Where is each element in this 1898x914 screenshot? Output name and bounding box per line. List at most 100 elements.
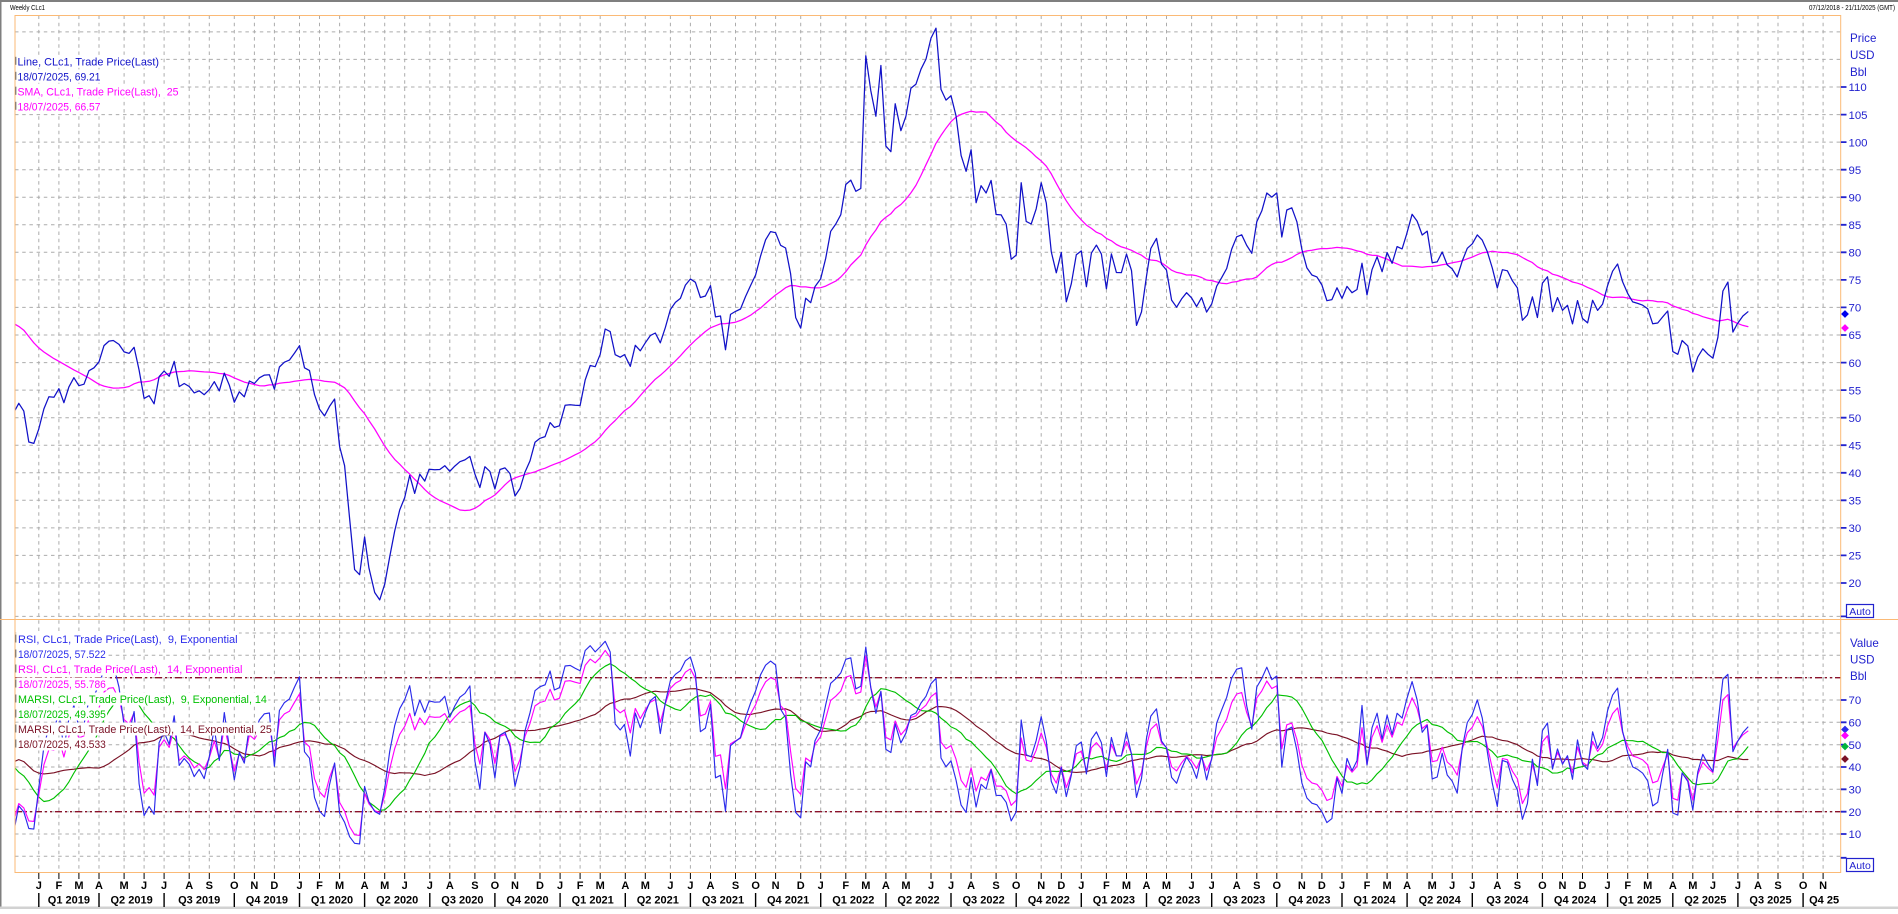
svg-text:18/07/2025, 69.21: 18/07/2025, 69.21 [18,72,101,84]
svg-text:Q3 2020: Q3 2020 [441,895,483,907]
svg-text:Q3 2025: Q3 2025 [1749,895,1791,907]
svg-text:Q1 2025: Q1 2025 [1619,895,1661,907]
svg-text:A: A [1233,880,1241,892]
svg-text:D: D [1057,880,1065,892]
svg-text:USD: USD [1850,654,1874,667]
svg-text:M: M [1383,880,1392,892]
svg-text:105: 105 [1849,110,1868,122]
svg-text:S: S [1253,880,1260,892]
svg-text:55: 55 [1849,385,1862,397]
svg-text:S: S [992,880,999,892]
svg-text:S: S [471,880,478,892]
svg-text:Line, CLc1, Trade Price(Last): Line, CLc1, Trade Price(Last) [18,57,160,69]
svg-text:A: A [1754,880,1762,892]
svg-text:J: J [141,880,147,892]
svg-text:Q4 2019: Q4 2019 [246,895,288,907]
svg-text:110: 110 [1849,82,1867,94]
svg-text:J: J [687,880,693,892]
svg-text:60: 60 [1849,358,1862,370]
svg-text:N: N [1037,880,1045,892]
svg-text:J: J [1469,880,1475,892]
svg-text:Q3 2024: Q3 2024 [1486,895,1529,907]
svg-text:Q2 2019: Q2 2019 [110,895,152,907]
svg-text:O: O [1538,880,1547,892]
svg-text:A: A [1403,880,1411,892]
svg-text:RSI, CLc1, Trade Price(Last),: RSI, CLc1, Trade Price(Last), 14, Expone… [18,664,243,676]
svg-text:J: J [557,880,563,892]
svg-text:40: 40 [1849,762,1862,774]
svg-text:M: M [120,880,129,892]
svg-text:Q4 2020: Q4 2020 [506,895,548,907]
svg-text:Q3 2019: Q3 2019 [178,895,220,907]
svg-text:70: 70 [1849,303,1862,315]
svg-text:Q2 2021: Q2 2021 [637,895,679,907]
svg-text:M: M [1643,880,1652,892]
svg-text:A: A [185,880,193,892]
svg-text:Q4 2022: Q4 2022 [1028,895,1070,907]
svg-text:N: N [1559,880,1567,892]
svg-text:Auto: Auto [1849,606,1871,618]
svg-text:Q3 2023: Q3 2023 [1223,895,1265,907]
svg-text:J: J [1339,880,1345,892]
svg-text:N: N [250,880,258,892]
svg-text:J: J [1189,880,1195,892]
svg-text:18/07/2025, 57.522: 18/07/2025, 57.522 [18,649,106,661]
svg-text:O: O [1273,880,1282,892]
svg-text:Q4 2024: Q4 2024 [1554,895,1597,907]
svg-text:75: 75 [1849,275,1862,287]
svg-text:N: N [772,880,780,892]
svg-text:N: N [511,880,519,892]
svg-text:M: M [901,880,910,892]
svg-text:J: J [1209,880,1215,892]
svg-text:35: 35 [1849,496,1862,508]
svg-text:S: S [732,880,739,892]
svg-text:A: A [1493,880,1501,892]
svg-text:50: 50 [1849,740,1862,752]
svg-text:M: M [1688,880,1697,892]
svg-text:A: A [95,880,103,892]
svg-text:F: F [1624,880,1631,892]
svg-text:O: O [230,880,239,892]
svg-text:J: J [1710,880,1716,892]
svg-text:100: 100 [1849,137,1868,149]
svg-text:F: F [842,880,849,892]
svg-text:J: J [667,880,673,892]
svg-text:MARSI, CLc1, Trade Price(Last): MARSI, CLc1, Trade Price(Last), 14, Expo… [18,724,272,736]
svg-text:J: J [1605,880,1611,892]
svg-text:30: 30 [1849,785,1862,797]
svg-text:Q4 25: Q4 25 [1809,895,1839,907]
svg-text:Value: Value [1850,637,1879,650]
svg-text:SMA, CLc1, Trade Price(Last),: SMA, CLc1, Trade Price(Last), 25 [18,87,179,99]
svg-text:J: J [1449,880,1455,892]
svg-text:85: 85 [1849,220,1862,232]
svg-text:50: 50 [1849,413,1862,425]
svg-text:40: 40 [1849,468,1862,480]
svg-text:Bbl: Bbl [1850,66,1867,79]
svg-text:A: A [882,880,890,892]
svg-text:J: J [1078,880,1084,892]
svg-text:F: F [316,880,323,892]
svg-text:J: J [427,880,433,892]
svg-text:45: 45 [1849,440,1862,452]
svg-text:90: 90 [1849,192,1862,204]
svg-text:Q2 2022: Q2 2022 [897,895,939,907]
svg-text:D: D [797,880,805,892]
svg-text:Weekly CLc1: Weekly CLc1 [10,3,45,12]
svg-text:J: J [1735,880,1741,892]
svg-text:O: O [751,880,760,892]
svg-text:S: S [1514,880,1521,892]
svg-text:20: 20 [1849,807,1862,819]
svg-text:30: 30 [1849,523,1862,535]
svg-text:S: S [206,880,213,892]
svg-text:Q3 2022: Q3 2022 [962,895,1004,907]
svg-text:O: O [491,880,500,892]
svg-text:Q4 2023: Q4 2023 [1288,895,1330,907]
svg-text:D: D [1579,880,1587,892]
svg-text:J: J [948,880,954,892]
svg-text:N: N [1819,880,1827,892]
svg-text:Q1 2022: Q1 2022 [832,895,874,907]
svg-text:N: N [1298,880,1306,892]
svg-text:A: A [967,880,975,892]
svg-text:07/12/2018 - 21/11/2025 (GMT): 07/12/2018 - 21/11/2025 (GMT) [1809,3,1895,12]
svg-text:J: J [161,880,167,892]
